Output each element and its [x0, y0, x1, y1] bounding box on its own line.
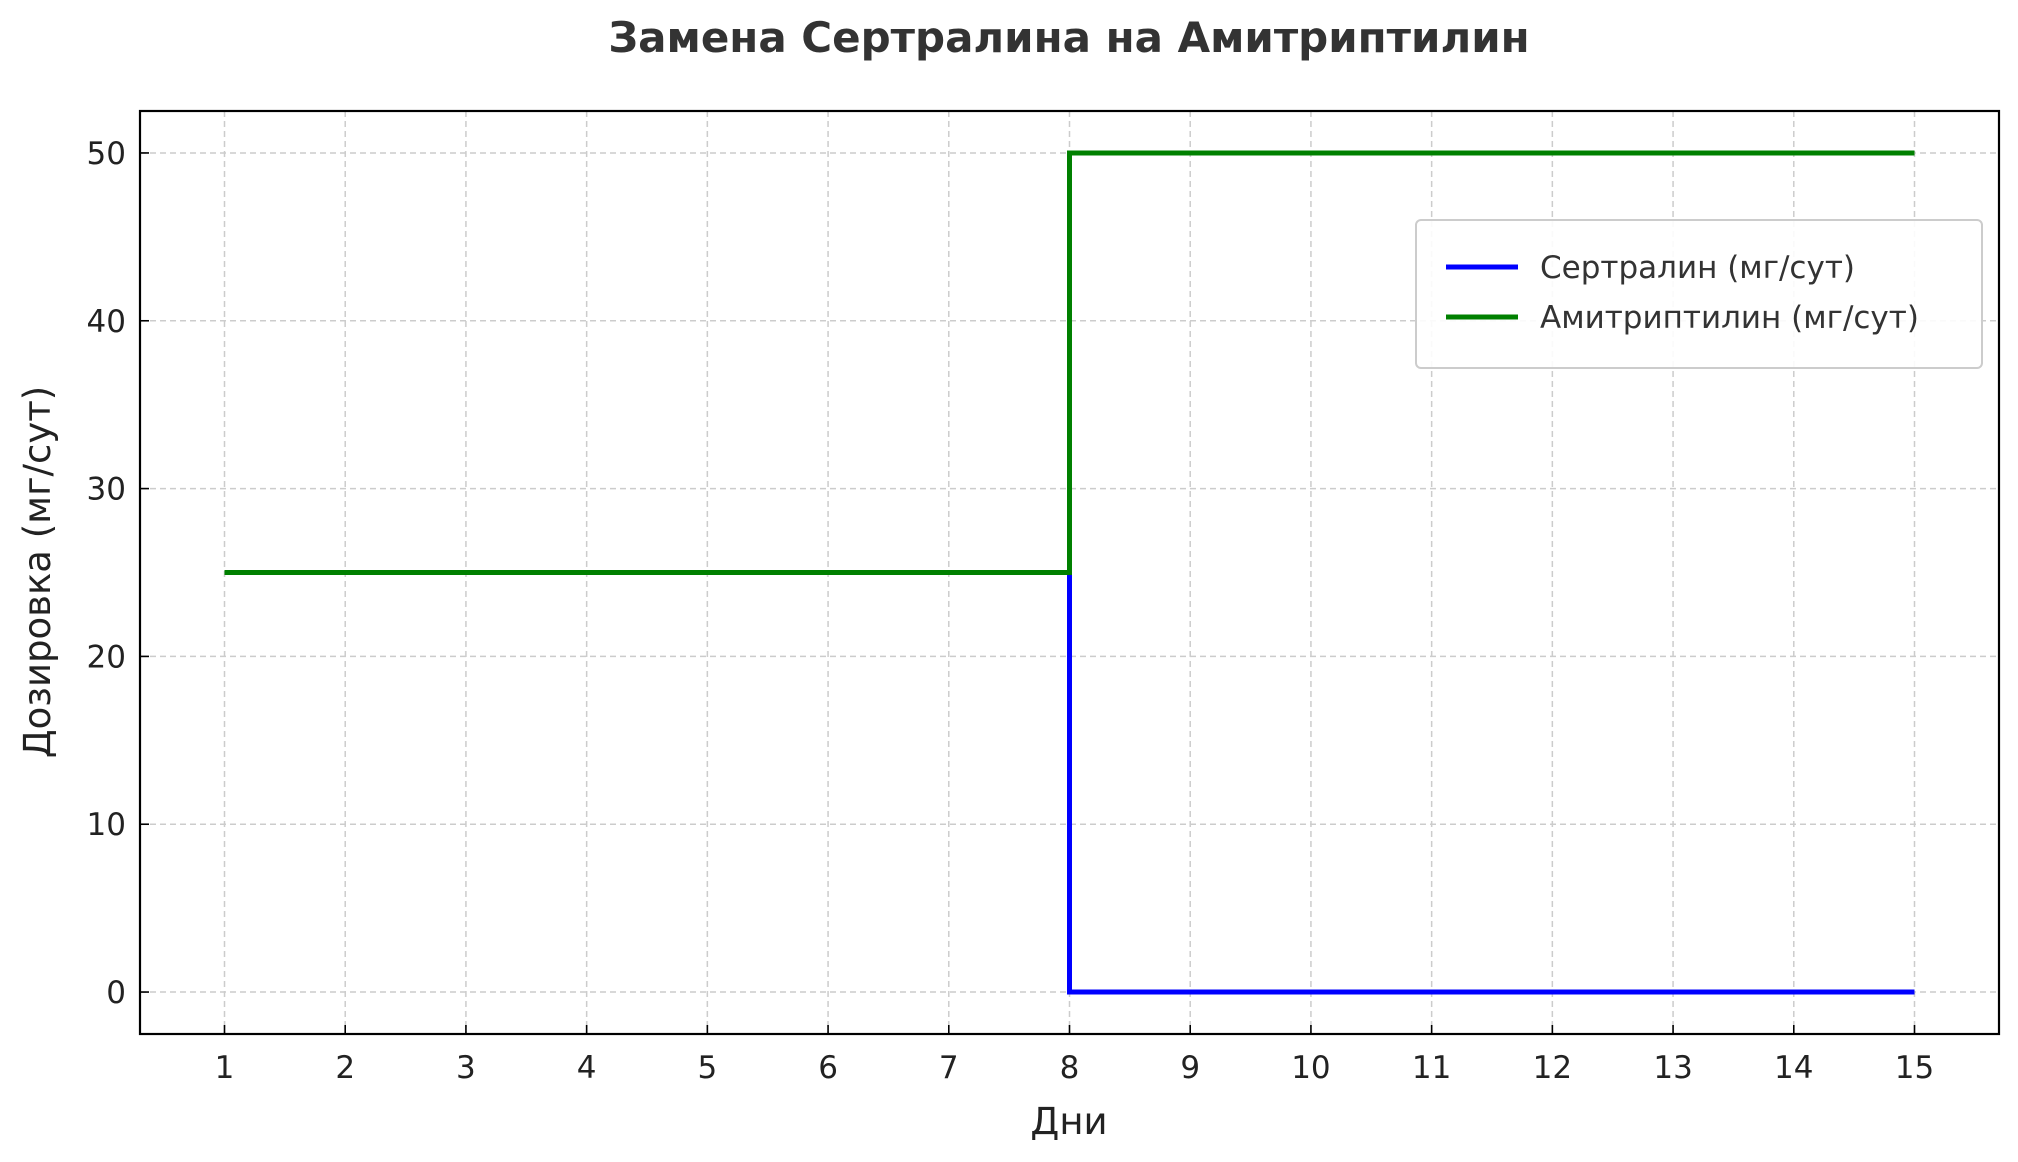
x-tick-label: 9 — [1180, 1050, 1200, 1086]
x-tick-label: 11 — [1412, 1050, 1451, 1086]
legend-label: Сертралин (мг/сут) — [1540, 250, 1855, 286]
x-tick-label: 4 — [577, 1050, 597, 1086]
y-tick-label: 50 — [87, 136, 126, 172]
y-tick-label: 40 — [87, 304, 126, 340]
y-tick-label: 20 — [87, 639, 126, 675]
x-tick-label: 15 — [1895, 1050, 1934, 1086]
x-tick-label: 1 — [215, 1050, 235, 1086]
x-tick-label: 14 — [1774, 1050, 1813, 1086]
x-tick-label: 13 — [1653, 1050, 1692, 1086]
y-tick-label: 0 — [106, 975, 126, 1011]
chart-title: Замена Сертралина на Амитриптилин — [608, 13, 1529, 62]
legend-label: Амитриптилин (мг/сут) — [1540, 300, 1919, 336]
y-axis-label: Дозировка (мг/сут) — [16, 386, 59, 758]
y-tick-label: 30 — [87, 472, 126, 508]
x-tick-label: 5 — [697, 1050, 717, 1086]
legend: Сертралин (мг/сут) Амитриптилин (мг/сут) — [1415, 219, 1983, 369]
x-tick-label: 3 — [456, 1050, 476, 1086]
x-tick-label: 8 — [1060, 1050, 1080, 1086]
x-tick-label: 6 — [818, 1050, 838, 1086]
series-layer — [224, 150, 1915, 995]
x-tick-label: 12 — [1533, 1050, 1572, 1086]
legend-box — [1415, 219, 1983, 369]
series-line-1 — [224, 150, 1915, 575]
x-tick-label: 2 — [335, 1050, 355, 1086]
x-tick-label: 7 — [939, 1050, 959, 1086]
x-axis-label: Дни — [1030, 1100, 1107, 1143]
y-tick-label: 10 — [87, 807, 126, 843]
x-tick-label: 10 — [1291, 1050, 1330, 1086]
